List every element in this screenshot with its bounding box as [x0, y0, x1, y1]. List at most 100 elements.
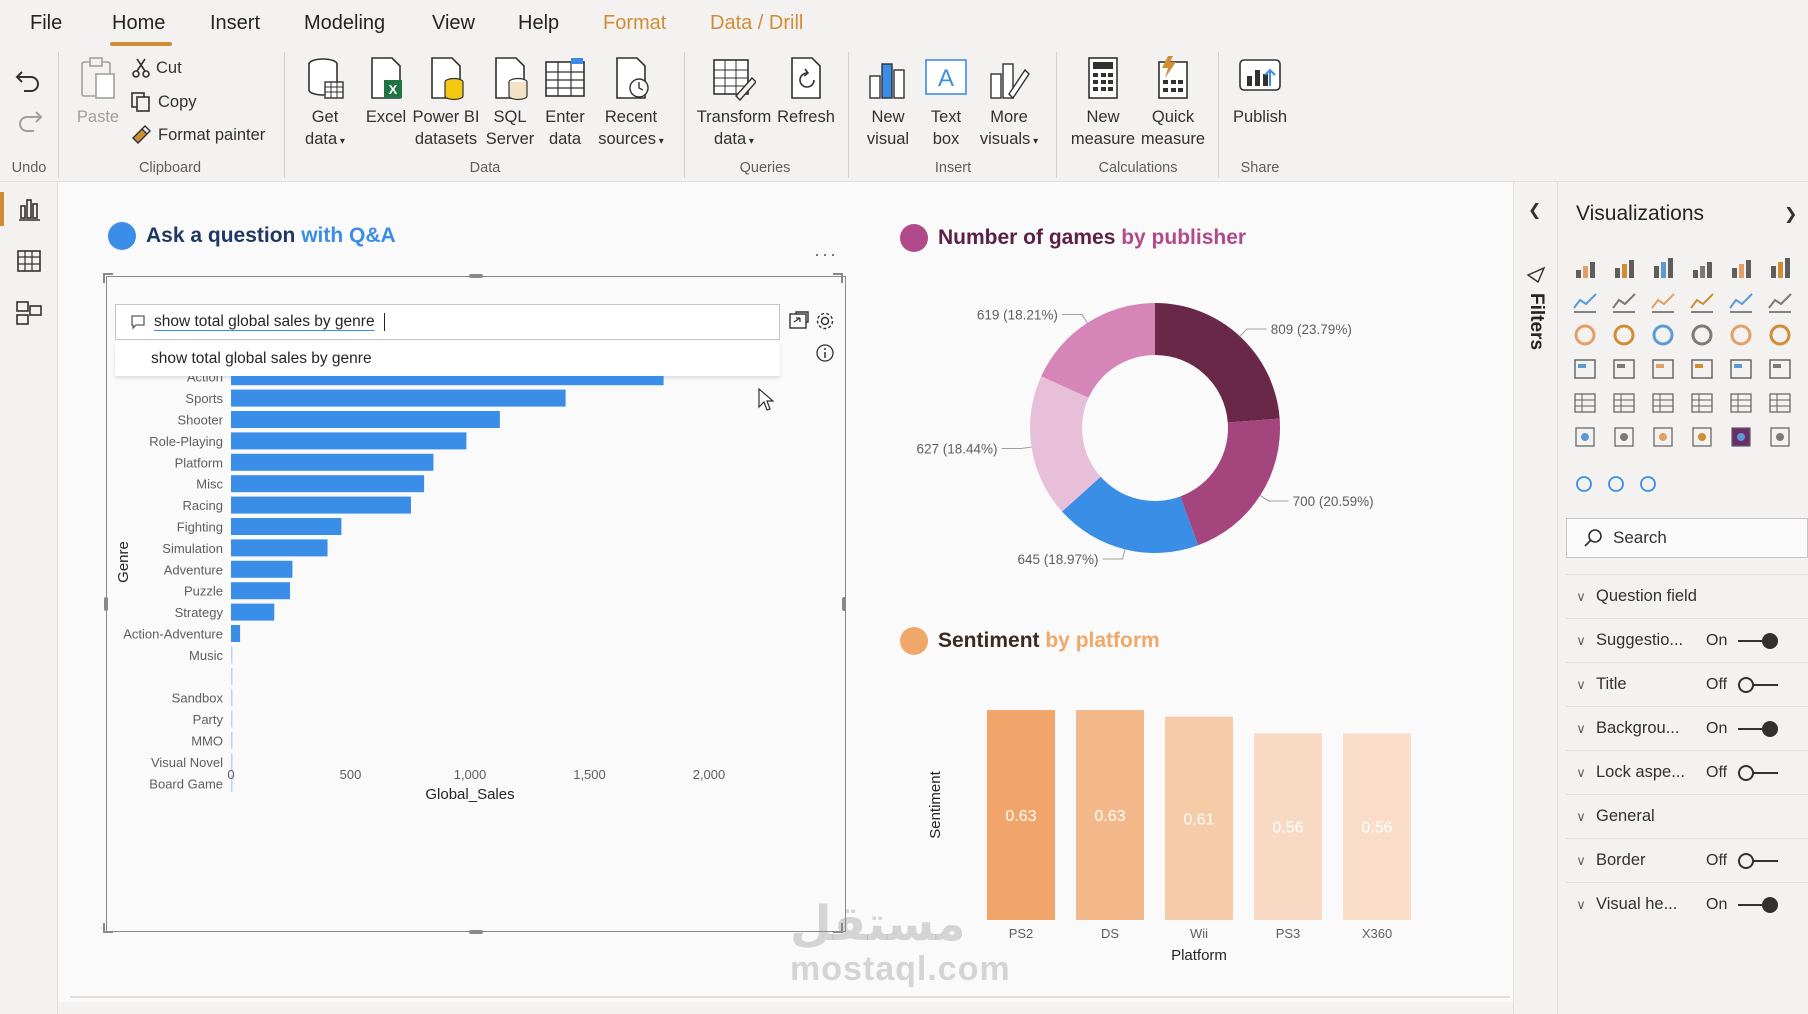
visual-type-icon[interactable]	[1572, 322, 1598, 348]
smart-narrative-icon[interactable]	[1604, 472, 1630, 498]
resize-handle-tr[interactable]	[833, 273, 843, 283]
visual-type-icon[interactable]	[1611, 356, 1637, 382]
enter-data-button[interactable]: Enter data	[540, 56, 590, 150]
chevron-down-icon[interactable]: ∨	[1576, 852, 1586, 868]
format-property-row[interactable]: ∨ Visual he... On	[1566, 882, 1808, 926]
resize-handle-bl[interactable]	[103, 923, 113, 933]
qa-suggestion-item[interactable]: show total global sales by genre	[115, 342, 780, 376]
visual-type-icon[interactable]	[1689, 254, 1715, 280]
visual-type-icon[interactable]	[1767, 390, 1793, 416]
chevron-down-icon[interactable]: ∨	[1576, 632, 1586, 648]
tab-file[interactable]: File	[30, 12, 63, 34]
visual-type-icon[interactable]	[1728, 390, 1754, 416]
tab-view[interactable]: View	[432, 12, 475, 34]
filters-pane[interactable]: ❮ Filters	[1513, 182, 1558, 1014]
publisher-donut-chart[interactable]: 809 (23.79%) 700 (20.59%) 645 (18.97%) 627 …	[900, 270, 1460, 590]
visual-type-icon[interactable]	[1572, 424, 1598, 450]
text-box-button[interactable]: A Text box	[918, 56, 974, 150]
format-property-row[interactable]: ∨ General	[1566, 794, 1808, 838]
visual-type-icon[interactable]	[1572, 288, 1598, 314]
visual-type-icon[interactable]	[1650, 254, 1676, 280]
new-measure-button[interactable]: New measure	[1068, 56, 1138, 150]
visual-type-icon[interactable]	[1767, 254, 1793, 280]
visual-type-icon[interactable]	[1728, 356, 1754, 382]
visual-type-icon[interactable]	[1650, 390, 1676, 416]
transform-data-button[interactable]: Transform data ▾	[696, 56, 772, 153]
chevron-down-icon[interactable]: ∨	[1576, 808, 1586, 824]
visual-type-icon[interactable]	[1767, 356, 1793, 382]
format-property-row[interactable]: ∨ Title Off	[1566, 662, 1808, 706]
turn-into-visual-icon[interactable]	[788, 310, 810, 330]
tab-insert[interactable]: Insert	[210, 12, 261, 34]
cut-button[interactable]: Cut	[132, 58, 182, 78]
visual-type-icon[interactable]	[1611, 254, 1637, 280]
visual-type-icon[interactable]	[1572, 356, 1598, 382]
visual-type-icon[interactable]	[1650, 288, 1676, 314]
resize-handle-right[interactable]	[842, 597, 846, 611]
visual-type-icon[interactable]	[1611, 424, 1637, 450]
qa-visual-icon[interactable]	[1572, 472, 1598, 498]
resize-handle-tl[interactable]	[103, 273, 113, 283]
visual-type-icon[interactable]	[1728, 288, 1754, 314]
refresh-button[interactable]: Refresh	[776, 56, 836, 128]
visual-type-icon[interactable]	[1611, 390, 1637, 416]
copy-button[interactable]: Copy	[130, 92, 197, 112]
collapse-left-icon[interactable]: ❮	[1528, 202, 1542, 219]
excel-button[interactable]: X Excel	[360, 56, 412, 128]
tab-home[interactable]: Home	[112, 12, 166, 34]
data-view-icon[interactable]	[14, 246, 44, 276]
visual-type-icon[interactable]	[1767, 322, 1793, 348]
visual-type-icon[interactable]	[1689, 424, 1715, 450]
paginated-icon[interactable]	[1636, 472, 1662, 498]
visual-type-icon[interactable]	[1767, 288, 1793, 314]
recent-sources-button[interactable]: Recent sources ▾	[594, 56, 668, 153]
more-options-icon[interactable]: ···	[814, 244, 838, 264]
tab-data-drill[interactable]: Data / Drill	[710, 12, 804, 34]
expand-right-icon[interactable]: ❯	[1784, 206, 1798, 223]
publish-button[interactable]: Publish	[1228, 56, 1292, 128]
visual-type-icon[interactable]	[1650, 322, 1676, 348]
format-property-row[interactable]: ∨ Border Off	[1566, 838, 1808, 882]
chevron-down-icon[interactable]: ∨	[1576, 720, 1586, 736]
visual-type-icon[interactable]	[1728, 322, 1754, 348]
chevron-down-icon[interactable]: ∨	[1576, 676, 1586, 692]
tab-help[interactable]: Help	[518, 12, 560, 34]
model-view-icon[interactable]	[14, 298, 44, 328]
chevron-down-icon[interactable]: ∨	[1576, 896, 1586, 912]
genre-bar-chart[interactable]: Action Sports Shooter Role-Playing Platform M…	[106, 376, 846, 932]
sentiment-bar-chart[interactable]: 0.63 PS2 0.63 DS 0.61 Wii 0.56 PS3 0.56 X360 Platf…	[900, 680, 1460, 980]
new-visual-button[interactable]: New visual	[858, 56, 918, 150]
power-bi-datasets-button[interactable]: Power BI datasets	[410, 56, 482, 150]
toggle-switch[interactable]	[1738, 851, 1778, 871]
report-view-icon[interactable]	[14, 194, 44, 224]
toggle-switch[interactable]	[1738, 675, 1778, 695]
quick-measure-button[interactable]: Quick measure	[1138, 56, 1208, 150]
info-icon[interactable]	[815, 343, 835, 363]
format-property-row[interactable]: ∨ Suggestio... On	[1566, 618, 1808, 662]
gear-icon[interactable]	[814, 310, 836, 332]
tab-modeling[interactable]: Modeling	[304, 12, 386, 34]
more-visuals-button[interactable]: More visuals ▾	[976, 56, 1042, 153]
visual-type-icon[interactable]	[1572, 390, 1598, 416]
get-data-button[interactable]: Get data ▾	[292, 56, 358, 153]
paste-button[interactable]: Paste	[72, 56, 124, 128]
visual-type-icon[interactable]	[1611, 322, 1637, 348]
visual-type-icon[interactable]	[1689, 390, 1715, 416]
visual-type-icon[interactable]	[1728, 254, 1754, 280]
qa-question-input[interactable]: show total global sales by genre	[115, 304, 780, 340]
toggle-switch[interactable]	[1738, 719, 1778, 739]
viz-search-box[interactable]: Search	[1566, 518, 1808, 558]
tab-format[interactable]: Format	[603, 12, 667, 34]
visual-type-icon[interactable]	[1689, 322, 1715, 348]
visual-type-icon[interactable]	[1572, 254, 1598, 280]
toggle-switch[interactable]	[1738, 763, 1778, 783]
format-painter-button[interactable]: Format painter	[130, 124, 265, 146]
visual-type-icon[interactable]	[1767, 424, 1793, 450]
toggle-switch[interactable]	[1738, 895, 1778, 915]
visual-type-icon[interactable]	[1689, 288, 1715, 314]
resize-handle-bottom[interactable]	[469, 930, 483, 934]
format-property-row[interactable]: ∨ Question field	[1566, 574, 1808, 618]
resize-handle-br[interactable]	[833, 923, 843, 933]
toggle-switch[interactable]	[1738, 631, 1778, 651]
sql-server-button[interactable]: SQL Server	[482, 56, 538, 150]
